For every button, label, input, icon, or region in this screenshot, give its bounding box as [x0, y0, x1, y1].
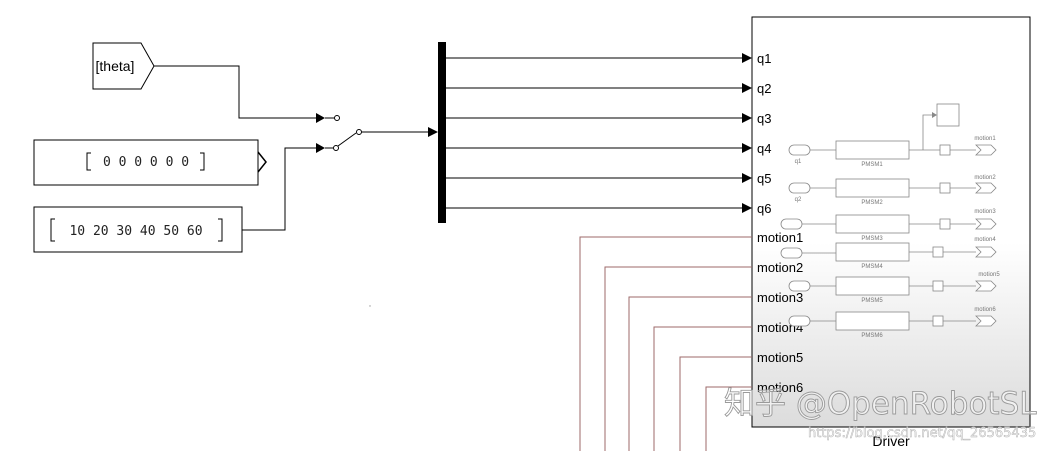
inner-gain-1: [939, 144, 951, 156]
inner-gain-6: [932, 315, 944, 327]
inner-out-label-5: motion5: [978, 272, 1000, 278]
inner-out-label-2: motion2: [974, 175, 996, 181]
pmsm-label-6: PMSM6: [861, 333, 883, 339]
driver-inner-labels: q1 q2 PMSM1 PMSM2 PMSM3 PMSM4 PMSM5 PMSM…: [795, 136, 1001, 339]
driver-title: Driver: [872, 433, 910, 449]
inner-gain-5: [932, 280, 944, 292]
pmsm-block-6: [835, 311, 910, 331]
inner-out-label-3: motion3: [974, 209, 996, 215]
from-theta-block[interactable]: [theta]: [92, 42, 155, 90]
pmsm-block-4: [835, 242, 910, 262]
inner-inport-5: [788, 280, 811, 292]
inner-in-label-1: q1: [795, 159, 802, 165]
constant-2-value: 10 20 30 40 50 60: [69, 224, 202, 239]
signal-arrows-left: [316, 113, 438, 153]
mux-output-arrows: [742, 53, 752, 213]
constant-block-2[interactable]: 10 20 30 40 50 60: [33, 206, 243, 253]
pmsm-block-3: [835, 214, 910, 234]
inner-inport-6: [788, 315, 811, 327]
constant-block-1[interactable]: 0 0 0 0 0 0: [33, 139, 267, 186]
inner-inport-3: [780, 218, 803, 230]
from-theta-label: [theta]: [96, 58, 135, 74]
bracket-right-icon: [218, 218, 223, 242]
inner-goto-6: [975, 315, 997, 327]
switch-block[interactable]: [325, 115, 367, 151]
inner-out-label-6: motion6: [974, 307, 996, 313]
driver-output-motion3: motion3: [757, 290, 803, 305]
pmsm-label-2: PMSM2: [861, 200, 883, 206]
inner-out-label-1: motion1: [974, 136, 996, 142]
signal-lines-left: [154, 65, 428, 231]
driver-input-labels: q1 q2 q3 q4 q5 q6: [757, 51, 771, 216]
inner-out-label-4: motion4: [974, 237, 996, 243]
watermark-main: 知乎 @OpenRobotSL: [724, 386, 1037, 422]
driver-input-q1: q1: [757, 51, 771, 66]
constant-1-value: 0 0 0 0 0 0: [103, 155, 189, 170]
driver-input-q2: q2: [757, 81, 771, 96]
driver-input-q4: q4: [757, 141, 771, 156]
inner-inport-4: [780, 247, 803, 259]
bracket-left-icon: [50, 218, 55, 242]
pmsm-label-5: PMSM5: [861, 298, 883, 304]
pmsm-label-3: PMSM3: [861, 236, 883, 242]
inner-gain-2: [939, 182, 951, 194]
pmsm-block-2: [835, 178, 910, 198]
pmsm-block-5: [835, 276, 910, 296]
mux-output-lines: [446, 57, 742, 209]
driver-output-motion5: motion5: [757, 350, 803, 365]
watermark-url: https://blog.csdn.net/qq_26565435: [808, 426, 1036, 441]
driver-output-motion6: motion6: [757, 380, 803, 395]
inner-goto-2: [975, 182, 997, 194]
scope-block: [936, 103, 960, 127]
driver-output-motion2: motion2: [757, 260, 803, 275]
inner-goto-4: [975, 246, 997, 258]
driver-input-q6: q6: [757, 201, 771, 216]
driver-output-labels: motion1 motion2 motion3 motion4 motion5 …: [757, 230, 803, 395]
inner-in-label-2: q2: [795, 197, 802, 203]
driver-inner-diagram: [780, 103, 997, 331]
watermark: 知乎 @OpenRobotSL https://blog.csdn.net/qq…: [724, 386, 1038, 442]
driver-input-q5: q5: [757, 171, 771, 186]
bracket-left-icon: [86, 152, 91, 171]
inner-goto-3: [975, 218, 997, 230]
mux-bar[interactable]: [438, 42, 446, 223]
pmsm-label-1: PMSM1: [861, 162, 883, 168]
stray-dot: [369, 305, 371, 307]
bracket-right-icon: [200, 152, 205, 171]
driver-output-motion1: motion1: [757, 230, 803, 245]
inner-inport-1: [788, 144, 811, 156]
driver-input-q3: q3: [757, 111, 771, 126]
inner-goto-1: [975, 144, 997, 156]
inner-inport-2: [788, 182, 811, 194]
inner-goto-5: [975, 280, 997, 292]
inner-gain-4: [932, 246, 944, 258]
pmsm-block-1: [835, 140, 910, 160]
motion-feedback-lines: [579, 236, 752, 451]
pmsm-label-4: PMSM4: [861, 264, 883, 270]
inner-gain-3: [939, 218, 951, 230]
